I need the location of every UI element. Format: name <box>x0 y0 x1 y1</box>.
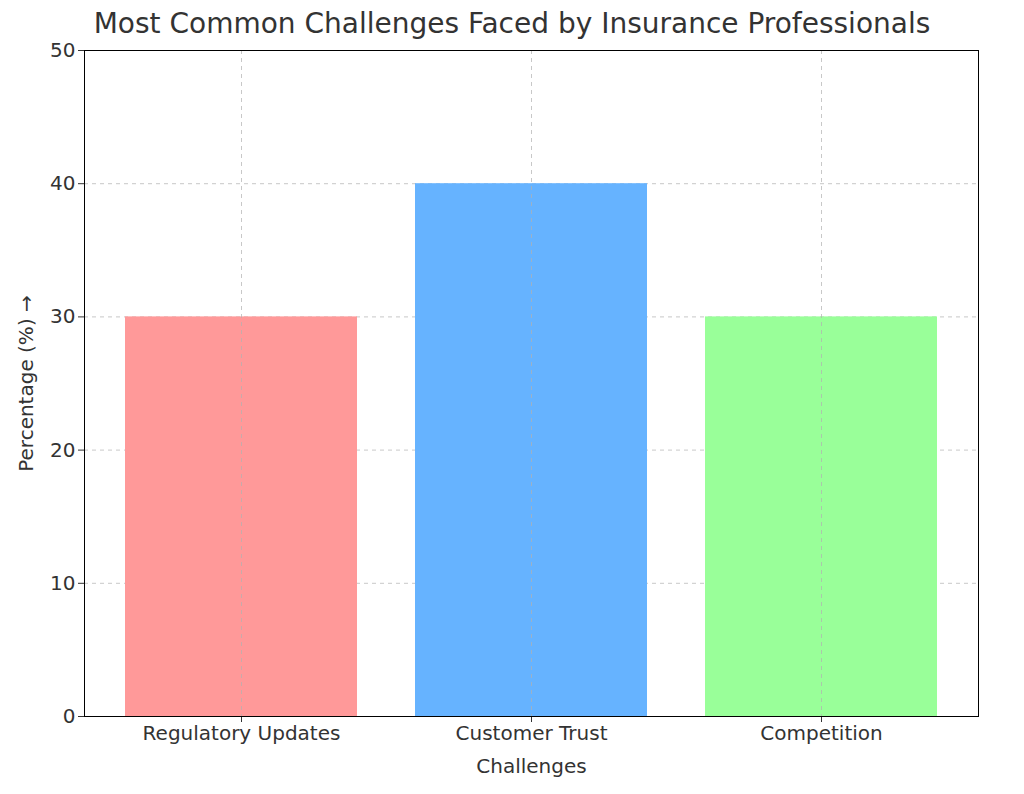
svg-text:40: 40 <box>50 171 75 195</box>
svg-text:Challenges: Challenges <box>476 754 586 778</box>
svg-text:30: 30 <box>50 304 75 328</box>
svg-text:Percentage (%) →: Percentage (%) → <box>14 295 38 472</box>
html-text:Most Common Challenges Faced b: Most Common Challenges Faced by Insuranc… <box>93 7 931 40</box>
svg-text:Regulatory Updates: Regulatory Updates <box>143 721 341 745</box>
svg-text:Competition: Competition <box>760 721 882 745</box>
svg-text:10: 10 <box>50 571 75 595</box>
svg-text:20: 20 <box>50 438 75 462</box>
svg-text:0: 0 <box>63 704 76 728</box>
svg-text:50: 50 <box>50 40 75 62</box>
svg-text:Customer Trust: Customer Trust <box>456 721 608 745</box>
